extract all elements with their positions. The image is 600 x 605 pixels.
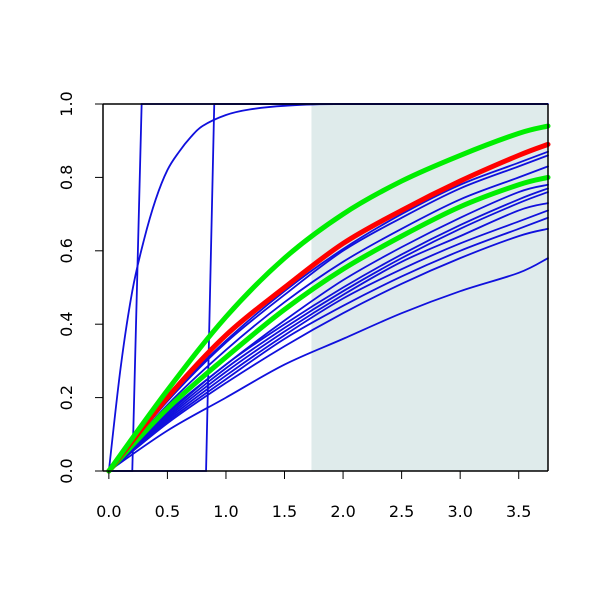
y-tick-label: 0.0 [57,458,76,483]
series-line-blue-4 [107,216,549,472]
series-line-blue-6 [107,202,549,472]
x-tick-label: 3.5 [506,502,531,521]
x-tick-label: 1.5 [272,502,297,521]
y-tick-label: 0.8 [57,165,76,190]
x-tick-label: 0.0 [96,502,121,521]
y-tick-label: 0.4 [57,311,76,336]
series-line-blue-7 [107,191,549,472]
series-line-blue-10 [107,165,549,472]
x-tick-label: 0.5 [155,502,180,521]
series-line-green-13 [106,174,551,474]
x-tick-label: 2.0 [330,502,355,521]
series-line-blue-9 [107,183,549,472]
series-line-blue-5 [107,209,549,472]
series-line-blue-11 [107,154,549,472]
y-tick-label: 0.2 [57,385,76,410]
axes-layer: 0.0 0.5 1.0 1.5 2.0 2.5 3.0 3.5 0.0 0.2 0.4 0.6 0.8 1… [57,91,549,521]
series-layer [106,102,551,474]
series-line-red-14 [106,141,551,474]
x-tick-label: 1.0 [213,502,238,521]
series-line-blue-1 [107,102,549,472]
series-line-green-15 [106,123,551,474]
series-line-blue-3 [107,227,549,472]
x-tick-label: 2.5 [389,502,414,521]
y-tick-label: 1.0 [57,91,76,116]
y-tick-label: 0.6 [57,238,76,263]
series-line-blue-2 [107,257,549,472]
x-tick-label: 3.0 [447,502,472,521]
series-line-blue-8 [107,187,549,472]
